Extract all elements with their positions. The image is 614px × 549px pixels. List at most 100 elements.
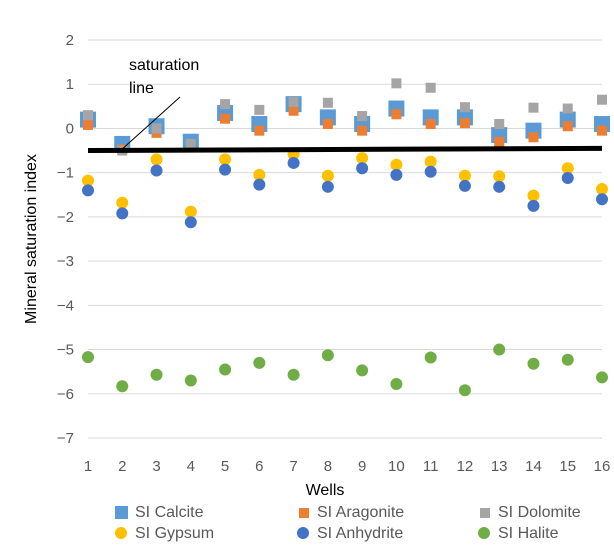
si-anhydrite-point: [287, 156, 300, 169]
si-halite-point: [219, 363, 232, 376]
si-halite-point: [424, 351, 437, 364]
x-tick-label: 13: [491, 458, 508, 475]
si-gypsum-point: [150, 153, 163, 166]
si-anhydrite-point: [561, 171, 574, 184]
y-tick-label: −5: [57, 342, 74, 359]
si-gypsum-point: [424, 155, 437, 168]
si-dolomite-legend-marker: [480, 508, 490, 518]
x-tick-label: 11: [423, 458, 439, 475]
si-dolomite-point: [425, 82, 436, 93]
si-anhydrite-point: [116, 207, 129, 220]
x-tick-label: 5: [221, 458, 229, 475]
si-dolomite-point: [254, 104, 265, 115]
si-gypsum-point: [184, 205, 197, 218]
si-halite-legend-label: SI Halite: [498, 525, 559, 542]
si-dolomite-point: [459, 102, 470, 113]
x-tick-label: 10: [388, 458, 405, 475]
si-anhydrite-point: [458, 179, 471, 192]
saturation-line: [87, 145, 603, 154]
si-aragonite-point: [562, 121, 573, 132]
si-halite-point: [596, 371, 608, 384]
si-halite-point: [390, 378, 403, 391]
si-anhydrite-legend-label: SI Anhydrite: [317, 525, 403, 542]
si-gypsum-point: [253, 168, 266, 181]
y-tick-label: 2: [66, 32, 74, 49]
annotation-text-line2: line: [129, 80, 154, 97]
si-anhydrite-point: [390, 168, 403, 181]
y-tick-labels: 2 1 0 −1 −2 −3 −4 −5 −6 −7: [57, 32, 74, 447]
si-halite-point: [321, 349, 334, 362]
gridlines: [88, 39, 602, 439]
x-tick-label: 3: [152, 458, 160, 475]
x-tick-label: 1: [84, 458, 92, 475]
si-aragonite-point: [83, 119, 93, 130]
si-dolomite-point: [562, 103, 573, 114]
data-points: [80, 78, 610, 397]
y-tick-label: −2: [57, 209, 74, 226]
si-aragonite-point: [494, 136, 505, 147]
x-tick-labels: 1 2 3 4 5 6 7 8 9 10 11 12 13 14 15 16: [84, 458, 611, 475]
si-dolomite-point: [185, 138, 196, 149]
si-halite-point: [356, 364, 369, 377]
si-aragonite-point: [391, 109, 402, 120]
y-tick-label: −6: [57, 386, 74, 403]
si-gypsum-point: [116, 196, 129, 209]
y-tick-label: −7: [57, 430, 74, 447]
legend: SI Calcite SI Aragonite SI Dolomite SI Gyps…: [115, 504, 581, 542]
si-dolomite-point: [322, 97, 333, 108]
si-aragonite-legend-marker: [299, 508, 309, 518]
si-anhydrite-point: [356, 162, 369, 175]
si-dolomite-point: [494, 119, 505, 130]
x-tick-label: 6: [255, 458, 263, 475]
y-tick-label: −4: [57, 297, 74, 314]
si-aragonite-point: [288, 105, 299, 116]
si-gypsum-point: [458, 169, 471, 182]
si-calcite-legend-label: SI Calcite: [135, 504, 204, 521]
si-aragonite-point: [425, 119, 436, 130]
x-tick-label: 16: [594, 458, 611, 475]
si-halite-legend-marker: [478, 527, 490, 539]
y-tick-label: 1: [66, 76, 74, 93]
y-axis-title: Mineral saturation index: [23, 154, 40, 324]
si-anhydrite-point: [321, 180, 334, 193]
si-gypsum-point: [493, 170, 506, 183]
si-dolomite-legend-label: SI Dolomite: [498, 504, 581, 521]
si-anhydrite-point: [527, 199, 540, 212]
si-anhydrite-point: [596, 193, 608, 206]
si-anhydrite-point: [184, 216, 197, 229]
si-aragonite-point: [528, 132, 539, 143]
si-anhydrite-point: [219, 163, 232, 176]
si-halite-point: [253, 356, 266, 369]
y-tick-label: −3: [57, 253, 74, 270]
si-aragonite-point: [322, 119, 333, 130]
si-halite-point: [184, 374, 197, 387]
si-halite-point: [287, 368, 300, 381]
y-tick-label: −1: [57, 165, 74, 182]
si-gypsum-legend-marker: [115, 527, 127, 539]
si-aragonite-point: [254, 125, 265, 136]
si-dolomite-point: [357, 111, 368, 122]
y-tick-label: 0: [66, 120, 74, 137]
x-tick-label: 9: [358, 458, 366, 475]
x-tick-label: 14: [525, 458, 542, 475]
si-aragonite-point: [220, 113, 231, 124]
si-calcite-legend-marker: [115, 506, 128, 519]
x-tick-label: 12: [457, 458, 474, 475]
annotation-text-line1: saturation: [129, 57, 199, 74]
si-gypsum-point: [390, 158, 403, 171]
x-tick-label: 7: [289, 458, 297, 475]
si-gypsum-point: [561, 162, 574, 175]
si-gypsum-legend-label: SI Gypsum: [135, 525, 214, 542]
si-anhydrite-point: [150, 164, 163, 177]
si-gypsum-point: [527, 189, 540, 202]
si-anhydrite-point: [253, 178, 266, 191]
annotation-pointer: [121, 96, 181, 150]
si-gypsum-point: [82, 174, 94, 187]
si-anhydrite-point: [424, 165, 437, 178]
si-halite-point: [561, 353, 574, 366]
si-aragonite-point: [459, 118, 470, 129]
si-gypsum-point: [356, 152, 369, 165]
x-tick-label: 15: [559, 458, 576, 475]
